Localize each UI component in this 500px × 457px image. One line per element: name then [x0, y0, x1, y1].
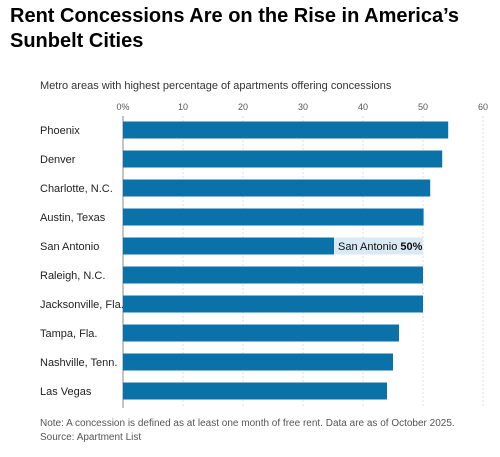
- chart-note: Note: A concession is defined as at leas…: [40, 417, 455, 445]
- x-tick-label: 0%: [116, 102, 129, 112]
- category-label: Phoenix: [40, 125, 80, 137]
- chart-title: Rent Concessions Are on the Rise in Amer…: [10, 5, 460, 52]
- bar: [123, 353, 393, 371]
- x-tick-label: 40: [358, 102, 368, 112]
- bar: [123, 150, 443, 168]
- category-label: Austin, Texas: [40, 212, 106, 224]
- bar: [123, 382, 387, 400]
- category-label: Charlotte, N.C.: [40, 183, 113, 195]
- category-label: Jacksonville, Fla.: [40, 299, 124, 311]
- annotation-box: [334, 237, 423, 255]
- bar: [123, 179, 431, 197]
- x-tick-label: 30: [298, 102, 308, 112]
- annotation-value: 50%: [400, 241, 422, 253]
- x-tick-label: 60: [478, 102, 488, 112]
- source-text: Source: Apartment List: [40, 432, 142, 443]
- bar: [123, 324, 399, 342]
- category-label: Tampa, Fla.: [40, 328, 97, 340]
- category-label: Denver: [40, 154, 76, 166]
- category-label: San Antonio: [40, 241, 99, 253]
- category-label: Las Vegas: [40, 386, 92, 398]
- annotation-category: San Antonio: [338, 241, 400, 253]
- x-tick-label: 10: [178, 102, 188, 112]
- note-text: Note: A concession is defined as at leas…: [40, 418, 455, 429]
- category-label: Nashville, Tenn.: [40, 357, 117, 369]
- category-label: Raleigh, N.C.: [40, 270, 105, 282]
- bar: [123, 208, 424, 226]
- x-tick-label: 50: [418, 102, 428, 112]
- annotation-label: San Antonio 50%: [338, 241, 423, 253]
- bar: [123, 266, 423, 284]
- bar: [123, 121, 449, 139]
- x-tick-label: 20: [238, 102, 248, 112]
- chart-subtitle: Metro areas with highest percentage of a…: [40, 80, 392, 92]
- bar: [123, 295, 423, 313]
